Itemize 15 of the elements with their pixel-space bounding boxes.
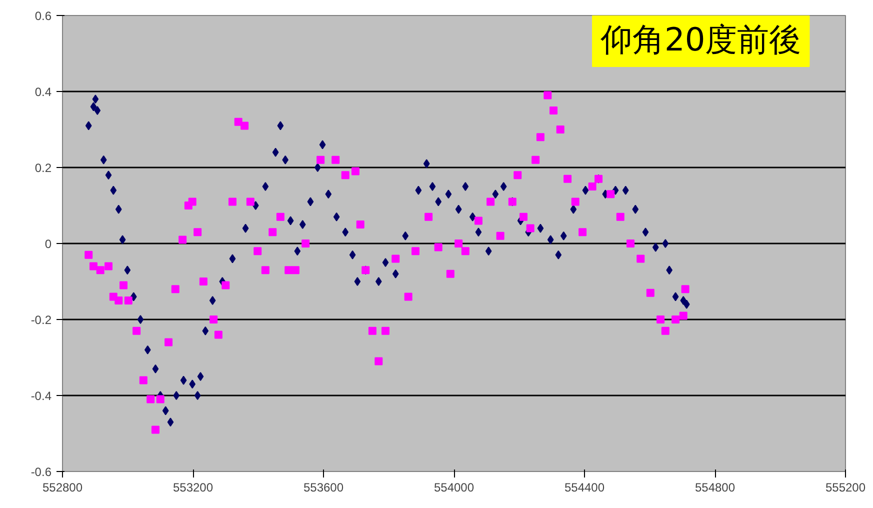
y-tick-label: 0.4: [34, 85, 52, 99]
y-tick-label: -0.2: [30, 313, 52, 327]
y-tick-label: 0.2: [34, 161, 52, 175]
x-tick-label: 554000: [434, 480, 474, 494]
x-tick-label: 554800: [694, 480, 736, 494]
annotation: 仰角20度前後: [600, 20, 802, 58]
x-tick-label: 553200: [172, 480, 214, 494]
y-tick-label: -0.4: [30, 389, 52, 403]
x-tick-label: 554400: [564, 480, 605, 494]
y-tick-label: 0.6: [34, 9, 52, 23]
x-tick-label: 555200: [825, 480, 866, 494]
y-tick-label: 0: [44, 237, 52, 251]
y-tick-label: -0.6: [30, 465, 52, 479]
x-tick-label: 553600: [303, 480, 344, 494]
x-tick-label: 552800: [42, 480, 83, 494]
